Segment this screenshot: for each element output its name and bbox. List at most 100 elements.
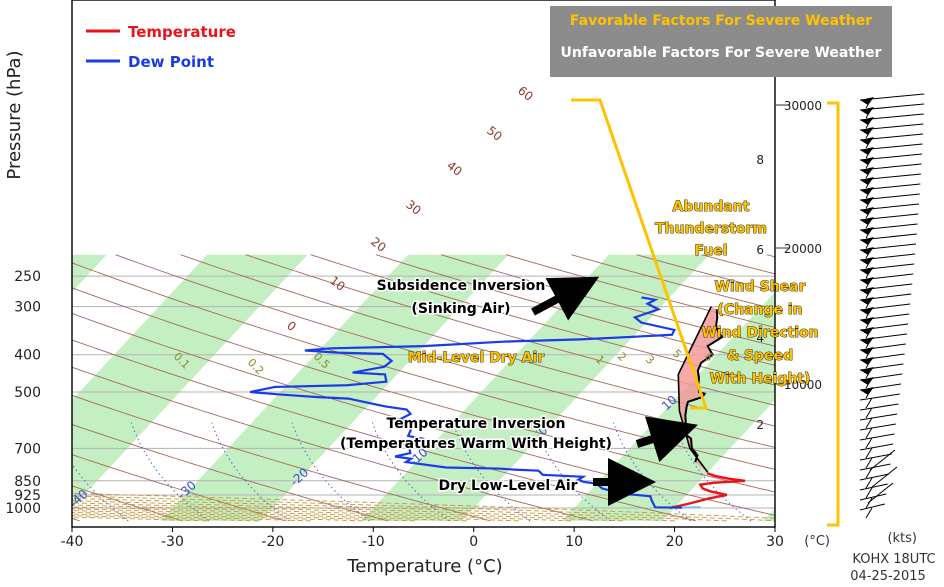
- wind-barb: [859, 363, 904, 379]
- shear-label: Wind Shear (Change in Wind Direction & Spee…: [701, 279, 818, 387]
- wind-barb-feather: [865, 137, 873, 149]
- wind-barb: [859, 333, 908, 349]
- isotherm-band: [361, 254, 710, 521]
- wind-barb: [859, 493, 887, 509]
- wind-barb-flag: [860, 267, 874, 275]
- wind-barb-flag: [860, 337, 874, 345]
- wind-barb-flag: [860, 167, 874, 175]
- isotherm-band: [160, 254, 509, 521]
- wind-barb: [859, 283, 913, 299]
- mixing-ratio-label: 0.2: [245, 356, 267, 378]
- wind-barb-feather: [865, 157, 873, 169]
- wind-barb-flag: [860, 357, 874, 365]
- fuel-label-line: Thunderstorm: [655, 221, 767, 237]
- dry-low-label-line: Dry Low-Level Air: [438, 478, 577, 494]
- wind-barb-flag: [860, 387, 874, 395]
- wind-barb-feather: [865, 407, 873, 419]
- wind-barb-staff: [859, 473, 890, 481]
- wind-barb-staff: [859, 483, 888, 491]
- wind-barb: [859, 103, 925, 119]
- wind-barb-feather: [865, 327, 873, 339]
- wind-barb-flag: [860, 247, 874, 255]
- fuel-bracket: [571, 98, 709, 410]
- shear-bracket: [827, 101, 840, 527]
- wind-barb: [859, 143, 923, 159]
- wind-barb: [859, 313, 910, 329]
- wind-barb-staff: [859, 463, 891, 471]
- shear-label-line: (Change in: [717, 302, 802, 318]
- wind-barb-feather: [865, 207, 873, 219]
- wind-barb: [859, 393, 900, 409]
- moist-adiabat-line: [72, 492, 775, 519]
- temp-inversion-label-line: (Temperatures Warm With Height): [340, 436, 612, 452]
- temperature-line: [669, 472, 746, 510]
- unit-celsius-label: (°C): [804, 534, 830, 549]
- fuel-label-line: Fuel: [694, 243, 727, 259]
- wind-barb: [859, 153, 923, 169]
- wind-barb: [859, 453, 892, 469]
- wind-barb: [859, 243, 916, 259]
- wind-barb-flag: [860, 237, 874, 245]
- wind-barb-feather: [865, 197, 873, 209]
- wind-barb: [859, 233, 917, 249]
- factors-legend: Favorable Factors For Severe Weather Unf…: [550, 6, 892, 77]
- wind-barb-feather: [865, 357, 873, 369]
- wind-barb-staff: [859, 493, 887, 501]
- wind-barb-light: [869, 449, 896, 471]
- mixing-ratio-line: [532, 422, 611, 522]
- wind-barb-feather: [865, 337, 873, 349]
- dry-adiabat-line: [72, 366, 594, 522]
- wind-barb-feather: [865, 97, 873, 109]
- station-label: KOHX 18UTC: [852, 552, 935, 567]
- wind-panel: [832, 90, 940, 527]
- wind-barb-feather: [865, 267, 873, 279]
- midlevel-label: Mid-Level Dry Air: [408, 350, 544, 366]
- dry-adiabat-line: [375, 254, 775, 366]
- wind-barb: [859, 423, 896, 439]
- mixing-ratio-line: [291, 422, 370, 522]
- date-label: 04-25-2015: [850, 569, 926, 583]
- dry-adiabat-line: [72, 424, 388, 522]
- wind-barb-flag: [860, 197, 874, 205]
- isotherm-band: [72, 254, 308, 508]
- midlevel-label-line: Mid-Level Dry Air: [408, 350, 544, 366]
- x-tick-label: -20: [261, 534, 284, 550]
- wind-barb-flag: [860, 157, 874, 165]
- temp-inversion-label: Temperature Inversion (Temperatures Warm …: [340, 416, 612, 452]
- wind-barb-flag: [860, 377, 874, 385]
- wind-barb-feather: [865, 497, 873, 509]
- wind-barb: [859, 163, 922, 179]
- wind-barb: [859, 293, 912, 309]
- wind-barb: [859, 403, 899, 419]
- wind-barb-flag: [860, 297, 874, 305]
- wind-barb-feather: [865, 307, 873, 319]
- subsidence-label-line: Subsidence Inversion: [377, 278, 546, 294]
- wind-barb-flag: [860, 217, 874, 225]
- wind-barb-staff: [859, 443, 894, 451]
- dry-adiabat-label: 30: [403, 197, 424, 217]
- wind-barb-feather: [865, 417, 873, 429]
- wind-barb: [859, 503, 885, 519]
- wind-barb-feather: [865, 347, 873, 359]
- wind-barb-flag: [860, 97, 874, 105]
- wind-barb-feather: [865, 477, 873, 489]
- x-tick-label: -40: [61, 534, 84, 550]
- wind-barb-flag: [860, 327, 874, 335]
- wind-barb: [859, 123, 924, 139]
- unit-knots-label: (kts): [887, 531, 917, 546]
- wind-barb: [859, 323, 909, 339]
- wind-barb-feather: [865, 177, 873, 189]
- dry-adiabat-line: [72, 313, 775, 516]
- wind-barb-feather: [865, 247, 873, 259]
- wind-barb: [859, 273, 914, 289]
- wind-barb-feather: [865, 127, 873, 139]
- wind-barb-flag: [860, 347, 874, 355]
- wind-barb-feather: [865, 387, 873, 399]
- wind-barb-light: [871, 466, 898, 488]
- series-legend: Temperature Dew Point: [82, 18, 236, 74]
- subsidence-label: Subsidence Inversion (Sinking Air): [377, 278, 546, 317]
- legend-label: Dew Point: [128, 53, 214, 71]
- shear-label-line: Wind Direction: [701, 325, 818, 341]
- dry-adiabat-line: [72, 287, 775, 493]
- wind-barb-staff: [859, 433, 895, 441]
